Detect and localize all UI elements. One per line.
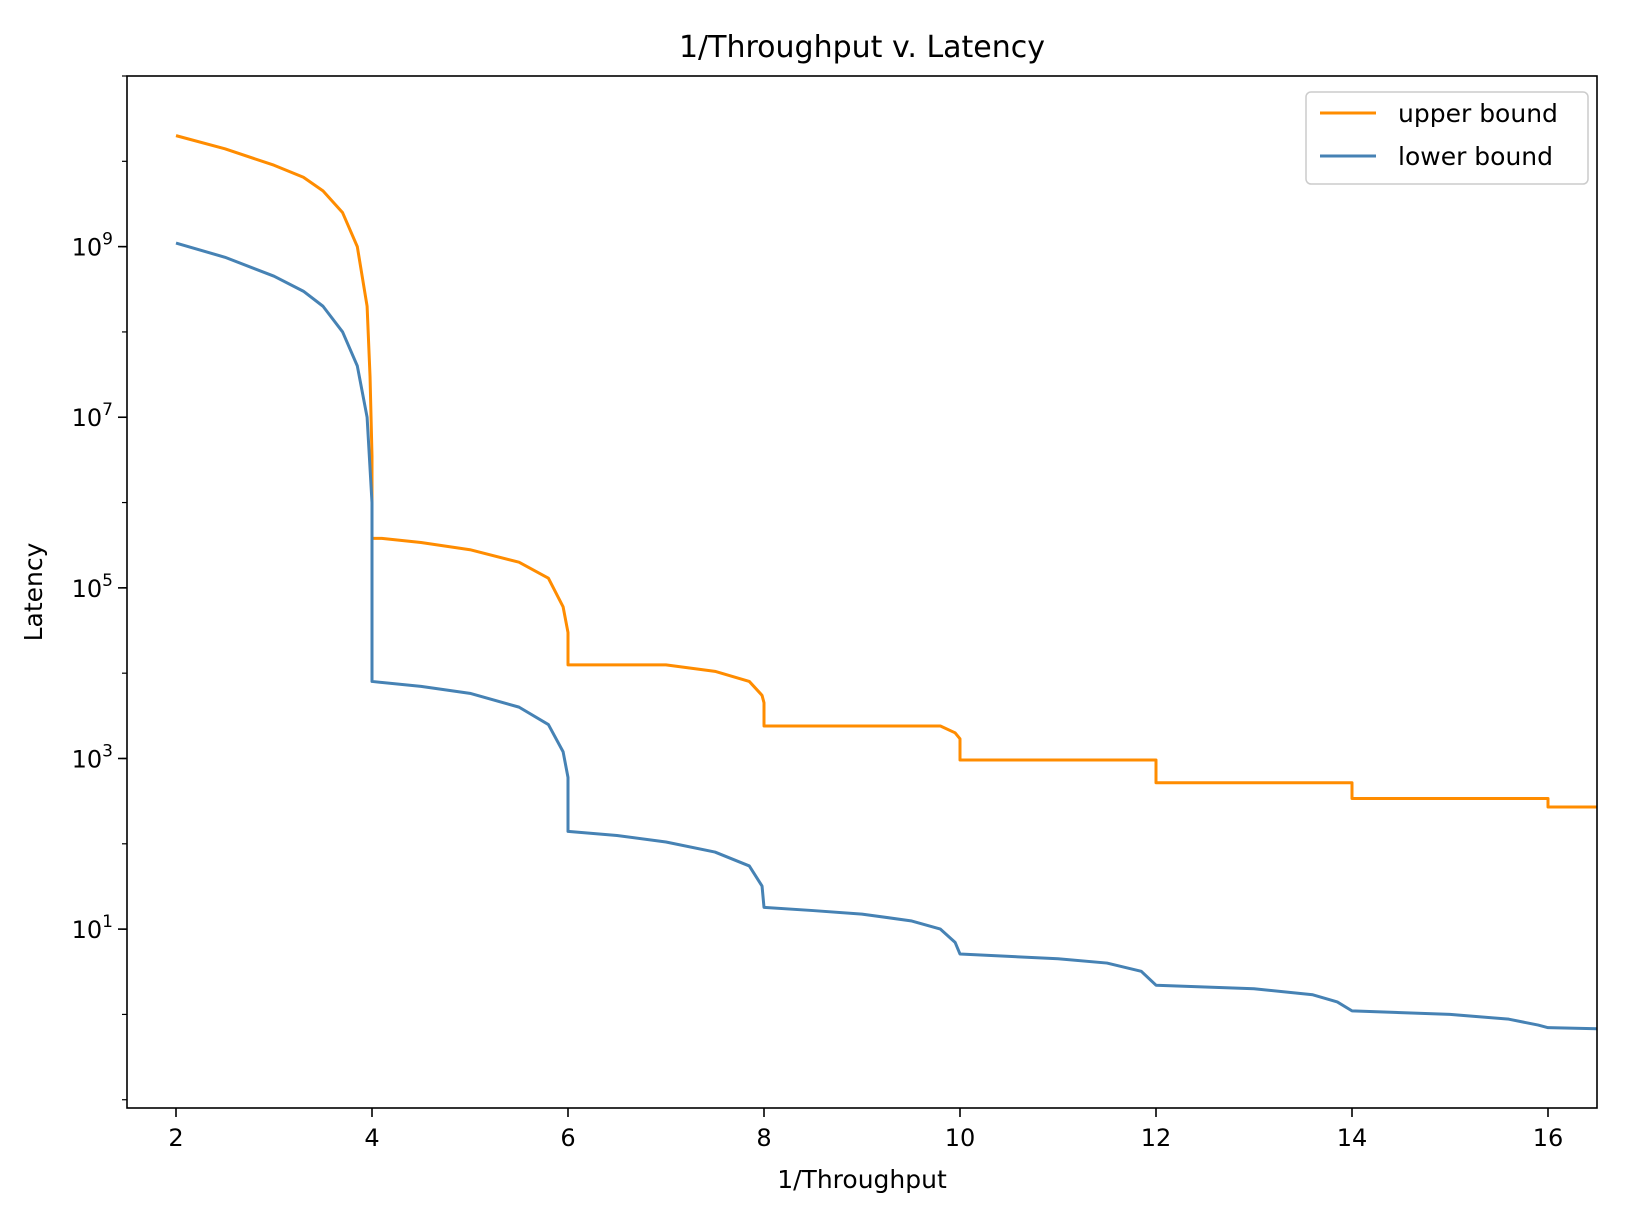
y-tick-label: 101 bbox=[72, 912, 113, 944]
x-tick-label: 2 bbox=[168, 1124, 183, 1152]
x-axis-label: 1/Throughput bbox=[777, 1165, 947, 1194]
x-tick-label: 10 bbox=[945, 1124, 976, 1152]
x-axis-ticks: 2 4 6 8 10 12 14 16 bbox=[168, 1108, 1563, 1152]
legend: upper bound lower bound bbox=[1305, 91, 1589, 185]
plot-frame bbox=[126, 75, 1598, 1109]
series-line-upper-bound bbox=[175, 134, 1597, 809]
series-layer bbox=[175, 134, 1598, 1031]
y-tick-label: 105 bbox=[72, 571, 113, 603]
x-tick-label: 6 bbox=[560, 1124, 575, 1152]
y-axis-ticks: 101 103 105 107 109 bbox=[72, 75, 127, 1101]
legend-box bbox=[1305, 91, 1589, 185]
x-tick-label: 14 bbox=[1337, 1124, 1368, 1152]
y-tick-label: 109 bbox=[72, 230, 113, 262]
y-tick-label: 107 bbox=[72, 400, 113, 432]
x-tick-label: 4 bbox=[364, 1124, 379, 1152]
x-tick-label: 8 bbox=[756, 1124, 771, 1152]
x-tick-label: 16 bbox=[1533, 1124, 1564, 1152]
x-tick-label: 12 bbox=[1141, 1124, 1172, 1152]
series-line-lower-bound bbox=[175, 241, 1598, 1031]
chart-title: 1/Throughput v. Latency bbox=[679, 30, 1045, 65]
y-tick-label: 103 bbox=[72, 741, 113, 773]
legend-label-lower-bound: lower bound bbox=[1398, 142, 1553, 171]
legend-label-upper-bound: upper bound bbox=[1398, 99, 1558, 128]
y-axis-label: Latency bbox=[19, 542, 48, 641]
